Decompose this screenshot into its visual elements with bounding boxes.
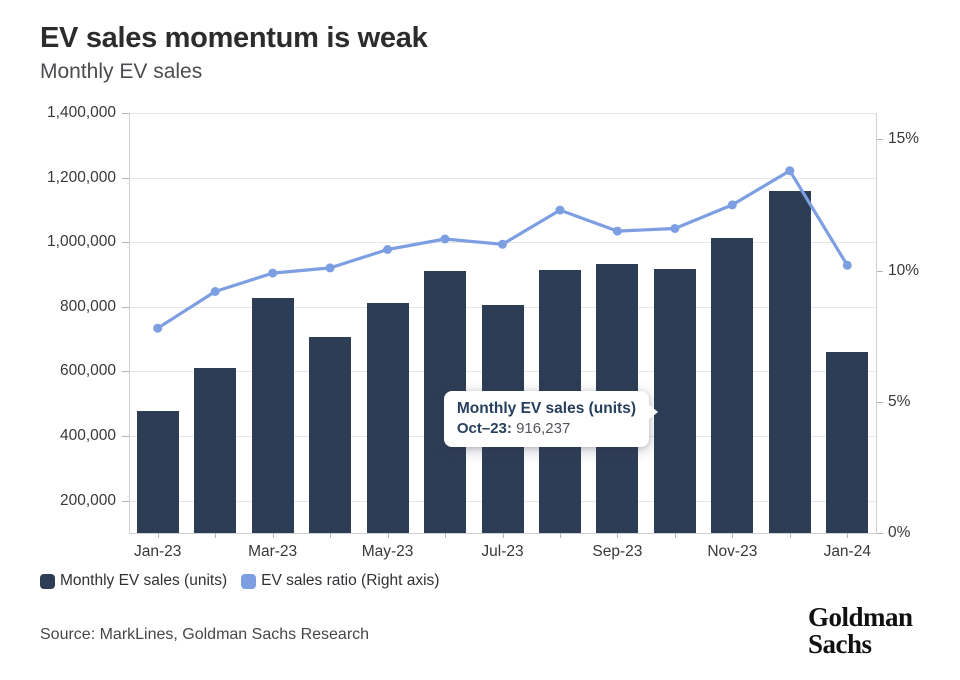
bar-series-swatch <box>40 573 55 589</box>
line-marker-Sep-23[interactable] <box>612 226 622 236</box>
x-axis-tick <box>330 533 332 538</box>
line-marker-Aug-23[interactable] <box>555 205 565 215</box>
bar-Jan-24[interactable] <box>826 352 869 533</box>
x-axis-tick <box>732 533 734 538</box>
goldman-sachs-logo: Goldman Sachs <box>808 604 913 658</box>
x-axis-tick <box>502 533 504 538</box>
right-axis-line <box>876 113 877 533</box>
legend-label-ev-sales-ratio: EV sales ratio (Right axis) <box>261 572 440 589</box>
y-axis-label: 800,000 <box>59 297 116 315</box>
y-axis-tick <box>122 500 129 502</box>
bar-Mar-23[interactable] <box>251 297 294 533</box>
line-series-swatch <box>241 573 257 589</box>
x-axis-tick <box>445 533 447 538</box>
bar-May-23[interactable] <box>366 302 409 533</box>
chart-title: EV sales momentum is weak <box>40 22 428 54</box>
tooltip-value-line: Oct–23: 916,237 <box>457 419 636 438</box>
x-axis-label: Nov-23 <box>707 543 758 560</box>
x-axis-tick <box>272 533 274 538</box>
x-axis-tick <box>789 533 791 538</box>
y-axis-label: 1,000,000 <box>47 233 116 251</box>
right-axis-tick <box>876 401 883 403</box>
line-marker-Dec-23[interactable] <box>785 166 795 176</box>
y-axis-line <box>129 113 130 533</box>
line-marker-Jul-23[interactable] <box>498 239 507 249</box>
tooltip-series-title: Monthly EV sales (units) <box>456 400 636 417</box>
bar-Jan-23[interactable] <box>136 410 179 533</box>
logo-line-1: Goldman <box>808 602 913 632</box>
right-axis-tick <box>876 533 883 534</box>
bar-Nov-23[interactable] <box>711 238 754 533</box>
line-marker-May-23[interactable] <box>383 245 393 254</box>
y-axis-tick <box>122 177 129 179</box>
gridline <box>129 113 876 114</box>
legend: Monthly EV sales (units) EV sales ratio … <box>40 572 439 590</box>
x-axis-label: Mar-23 <box>248 543 298 560</box>
bar-Oct-23[interactable] <box>653 269 696 533</box>
right-axis-tick <box>876 139 883 141</box>
y-axis-tick <box>122 371 129 373</box>
y-axis-tick <box>122 242 129 244</box>
y-axis-label: 1,400,000 <box>47 104 116 121</box>
tooltip-category-label: Oct–23: <box>456 420 512 437</box>
x-axis-tick <box>157 533 159 538</box>
legend-item-monthly-ev-sales[interactable]: Monthly EV sales (units) <box>40 572 227 590</box>
right-axis-label: 10% <box>888 261 920 279</box>
line-marker-Apr-23[interactable] <box>325 263 335 273</box>
right-axis-label: 15% <box>888 130 920 148</box>
right-axis-tick <box>876 270 883 272</box>
x-axis-tick <box>387 533 389 538</box>
line-marker-Mar-23[interactable] <box>268 268 278 278</box>
y-axis-tick <box>122 436 129 438</box>
right-axis-label: 5% <box>888 392 911 410</box>
ev-sales-ratio-line <box>153 166 852 333</box>
y-axis-label: 200,000 <box>59 491 116 509</box>
source-text: Source: MarkLines, Goldman Sachs Researc… <box>40 626 370 643</box>
x-axis-tick <box>674 533 676 538</box>
y-axis-label: 1,200,000 <box>47 168 116 186</box>
bar-Apr-23[interactable] <box>309 336 352 533</box>
line-marker-Nov-23[interactable] <box>727 200 737 210</box>
x-axis-label: Sep-23 <box>592 543 643 560</box>
x-axis-label: May-23 <box>361 543 414 560</box>
y-axis-tick <box>122 113 129 114</box>
tooltip: Monthly EV sales (units) Oct–23: 916,237 <box>443 391 659 447</box>
y-axis-tick <box>122 306 129 308</box>
x-axis-label: Jan-23 <box>134 543 182 560</box>
line-marker-Jun-23[interactable] <box>440 234 450 244</box>
line-marker-Jan-24[interactable] <box>842 260 852 270</box>
y-axis-label: 600,000 <box>59 362 116 380</box>
logo-line-2: Sachs <box>808 629 872 659</box>
gridline <box>129 177 876 179</box>
bar-Feb-23[interactable] <box>194 367 237 533</box>
right-axis-label: 0% <box>888 524 911 541</box>
line-marker-Oct-23[interactable] <box>670 224 680 233</box>
legend-item-ev-sales-ratio[interactable]: EV sales ratio (Right axis) <box>241 572 439 590</box>
x-axis-tick <box>617 533 619 538</box>
bar-Dec-23[interactable] <box>768 191 811 533</box>
chart-subtitle: Monthly EV sales <box>40 60 203 83</box>
legend-label-monthly-ev-sales: Monthly EV sales (units) <box>60 572 228 589</box>
x-axis-tick <box>215 533 217 538</box>
tooltip-value: 916,237 <box>516 420 571 437</box>
x-axis-label: Jul-23 <box>481 543 524 560</box>
x-axis-label: Jan-24 <box>823 543 871 560</box>
line-marker-Jan-23[interactable] <box>153 323 163 333</box>
x-axis-tick <box>847 533 849 538</box>
y-axis-label: 400,000 <box>59 427 116 445</box>
ratio-line-path <box>156 169 849 330</box>
x-axis-tick <box>559 533 561 538</box>
line-marker-Feb-23[interactable] <box>210 287 220 296</box>
